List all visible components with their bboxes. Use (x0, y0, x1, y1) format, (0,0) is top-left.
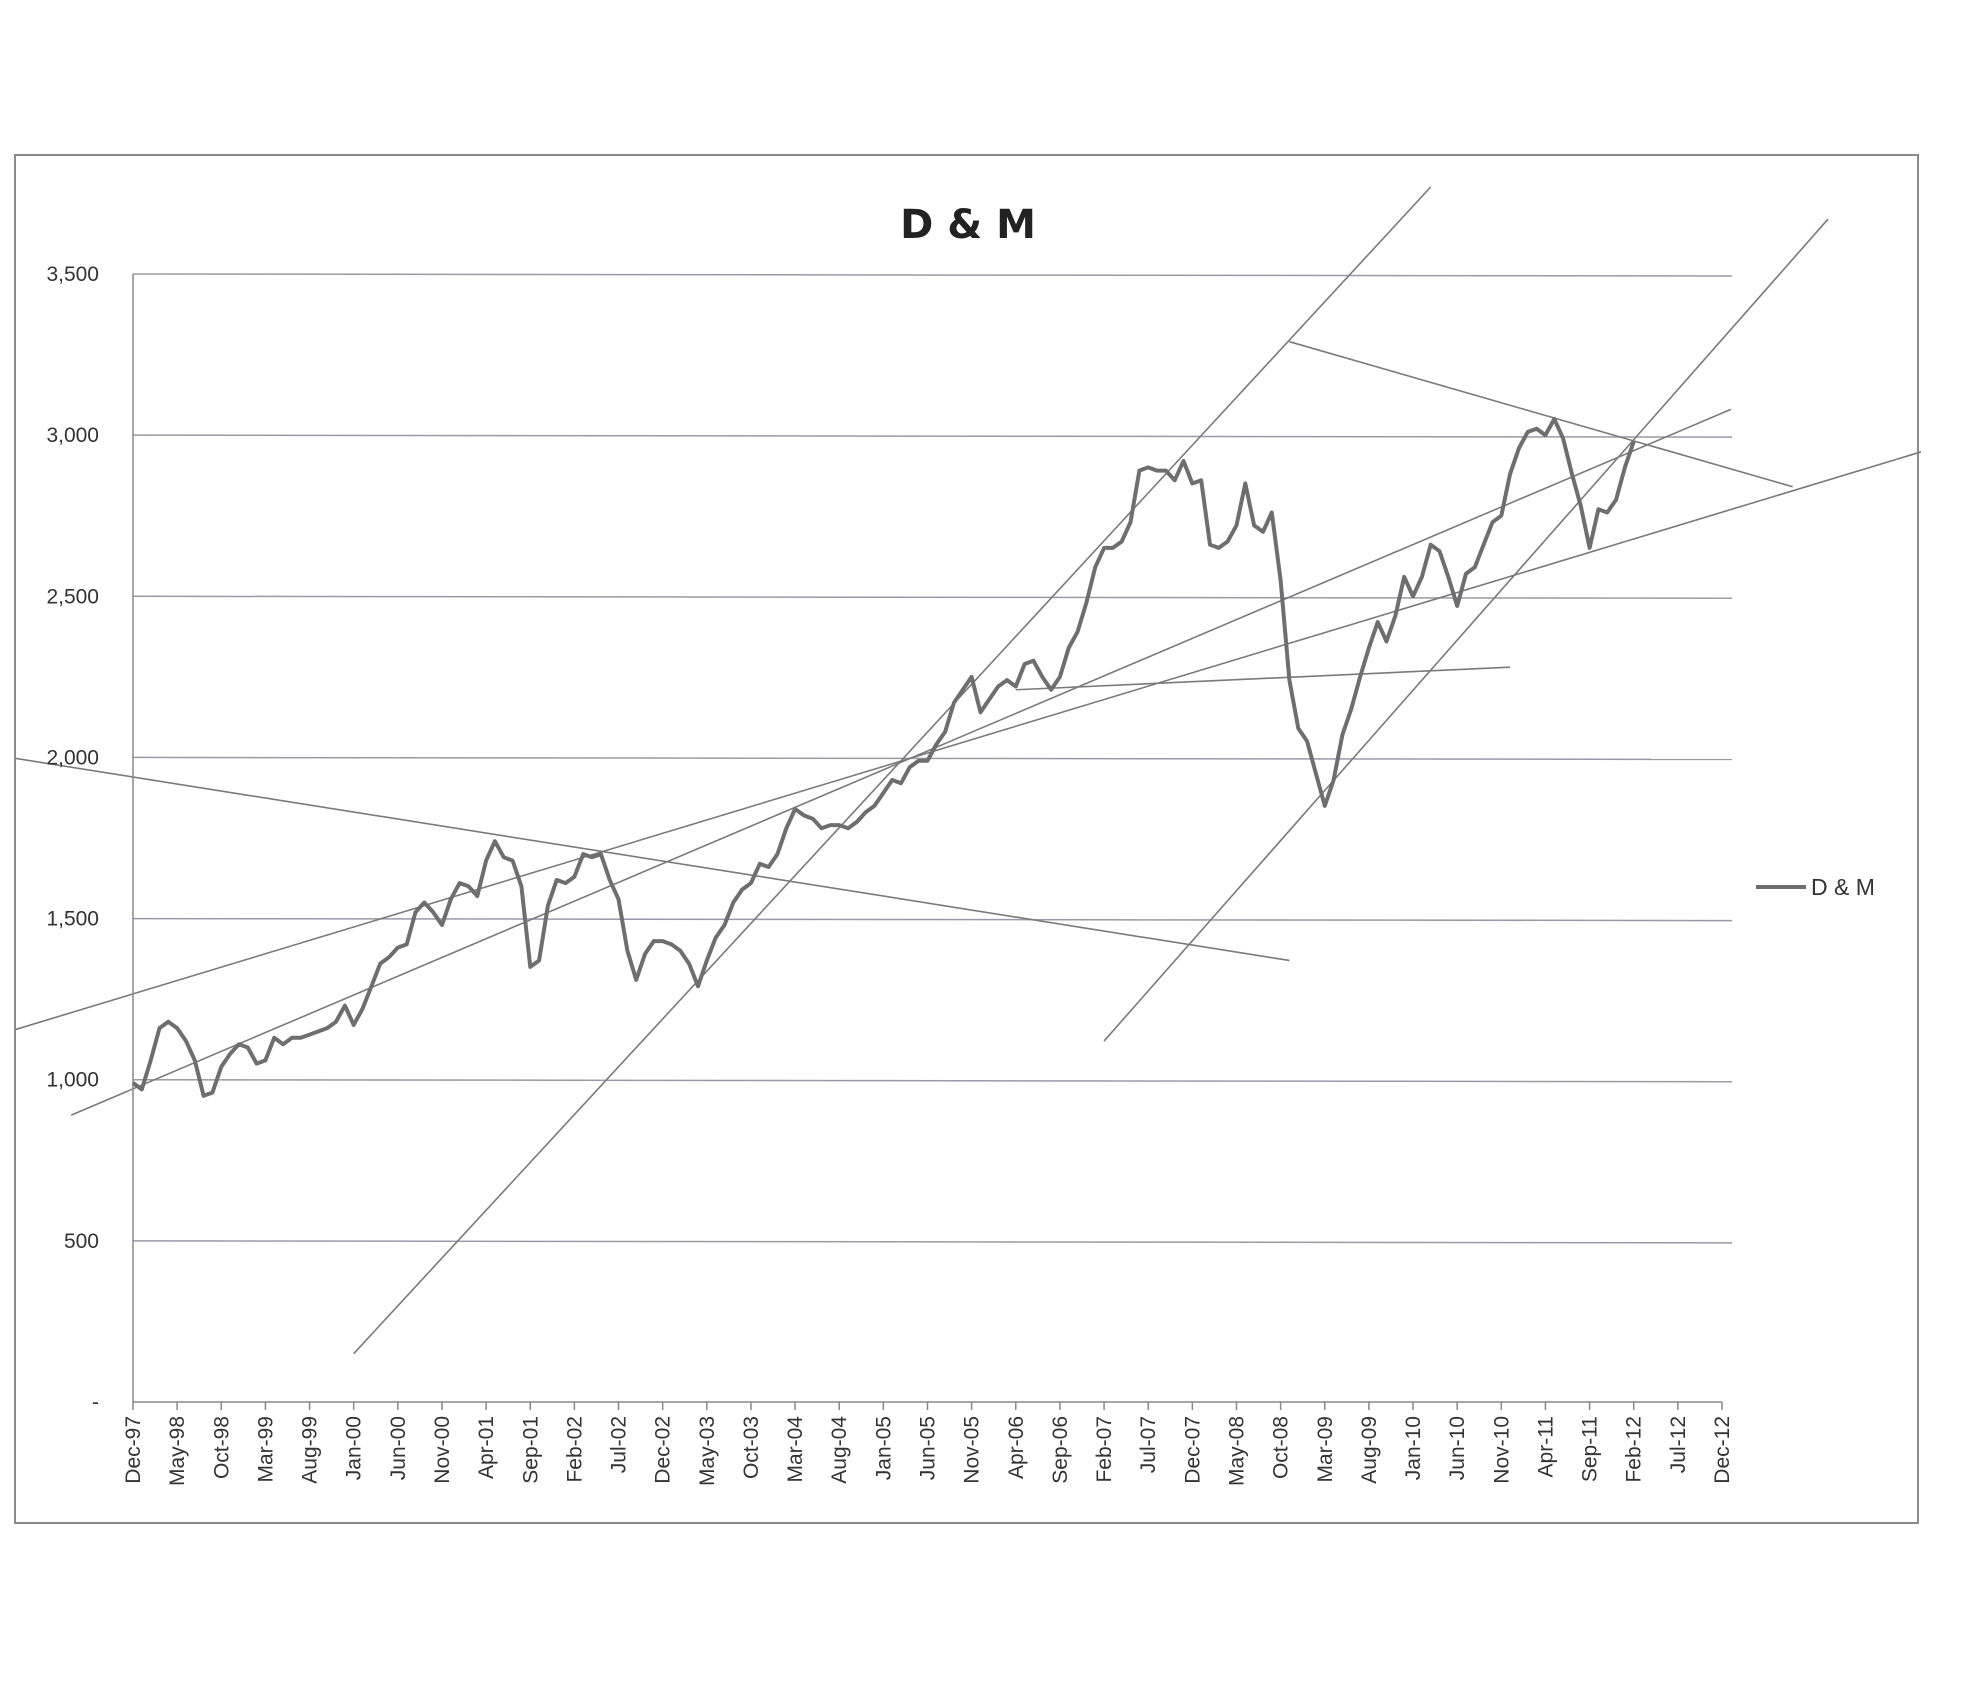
trend-line (1289, 340, 1793, 488)
x-tick-label: Aug-04 (828, 1416, 851, 1484)
x-tick-label: Jun-10 (1446, 1416, 1469, 1480)
x-tick-label: Mar-09 (1314, 1416, 1337, 1483)
x-tick-label: Nov-10 (1490, 1416, 1513, 1484)
x-tick-label: Apr-01 (475, 1416, 498, 1479)
x-tick-label: Apr-11 (1534, 1416, 1557, 1477)
x-tick-label: May-08 (1225, 1416, 1248, 1486)
x-tick-label: Mar-99 (254, 1416, 277, 1483)
series-layer (131, 417, 1636, 1098)
x-tick-label: Jul-02 (608, 1416, 631, 1473)
x-tick-label: May-98 (166, 1416, 189, 1486)
trend-line (1015, 666, 1511, 691)
axes (132, 274, 1722, 1403)
x-tick-label: Mar-04 (784, 1416, 807, 1483)
x-tick-label: Dec-02 (652, 1416, 675, 1484)
legend: D & M (1756, 874, 1875, 900)
gridline (132, 273, 1733, 277)
chart-title: D & M (900, 202, 1036, 248)
x-tick-label: Jun-00 (387, 1416, 410, 1480)
trend-line (16, 451, 1921, 1031)
y-tick-label: 3,500 (46, 263, 99, 286)
x-tick-label: Feb-12 (1623, 1416, 1646, 1483)
series-line-d-m (131, 417, 1636, 1098)
y-tick-labels: - 500 1,000 1,500 2,000 2,500 3,000 3,500 (46, 263, 99, 1414)
trend-line (16, 757, 1290, 962)
trend-line (1103, 218, 1829, 1042)
gridlines (132, 273, 1733, 1244)
gridline (132, 1240, 1733, 1244)
x-tick-label: May-03 (696, 1416, 719, 1486)
legend-label-d-m: D & M (1811, 874, 1875, 900)
x-tick-label: Dec-12 (1711, 1416, 1734, 1484)
x-tick-label: Jan-10 (1402, 1416, 1425, 1480)
trend-line (70, 408, 1732, 1116)
x-tick-label: Aug-09 (1358, 1416, 1381, 1484)
y-tick-label: - (92, 1391, 99, 1414)
x-tick-label: Nov-00 (431, 1416, 454, 1484)
x-tick-label: Jan-05 (872, 1416, 895, 1480)
x-tick-label: Jan-00 (343, 1416, 366, 1480)
x-tick-label: Jun-05 (917, 1416, 940, 1480)
x-tick-label: Feb-07 (1093, 1416, 1116, 1483)
y-tick-label: 1,000 (46, 1069, 99, 1092)
x-tick-label: Jul-12 (1667, 1416, 1690, 1473)
gridline (132, 1078, 1733, 1083)
gridline (132, 595, 1733, 600)
x-tick-label: Aug-99 (299, 1416, 322, 1484)
x-tick-label: Sep-06 (1049, 1416, 1072, 1484)
x-tick-label: Oct-08 (1270, 1416, 1293, 1479)
x-tick-label: Oct-98 (210, 1416, 233, 1479)
y-tick-label: 3,000 (46, 424, 99, 447)
x-tick-label: Jul-07 (1137, 1416, 1160, 1473)
gridline (132, 434, 1733, 438)
y-tick-label: 500 (64, 1230, 99, 1253)
x-tick-label: Apr-06 (1005, 1416, 1028, 1479)
chart-frame: - 500 1,000 1,500 2,000 2,500 3,000 3,500 Dec-9… (14, 154, 1921, 1524)
x-tick-label: Dec-07 (1181, 1416, 1204, 1484)
x-tick-label: Oct-03 (740, 1416, 763, 1479)
trend-line (353, 186, 1432, 1355)
x-tick-label: Dec-97 (122, 1416, 145, 1484)
trend-lines (16, 186, 1921, 1355)
y-tick-label: 1,500 (46, 908, 99, 931)
gridline (132, 756, 1733, 761)
y-tick-label: 2,500 (46, 585, 99, 608)
y-tick-label: 2,000 (46, 746, 99, 769)
x-tick-label: Nov-05 (961, 1416, 984, 1484)
line-chart: - 500 1,000 1,500 2,000 2,500 3,000 3,500 Dec-9… (16, 186, 1921, 1486)
x-tick-label: Sep-01 (519, 1416, 542, 1484)
x-tick-labels: Dec-97 May-98 Oct-98 Mar-99 Aug-99 Jan-00 Jun-… (122, 1402, 1734, 1486)
x-tick-label: Feb-02 (563, 1416, 586, 1483)
x-tick-label: Sep-11 (1579, 1416, 1602, 1482)
gridline (132, 917, 1733, 922)
